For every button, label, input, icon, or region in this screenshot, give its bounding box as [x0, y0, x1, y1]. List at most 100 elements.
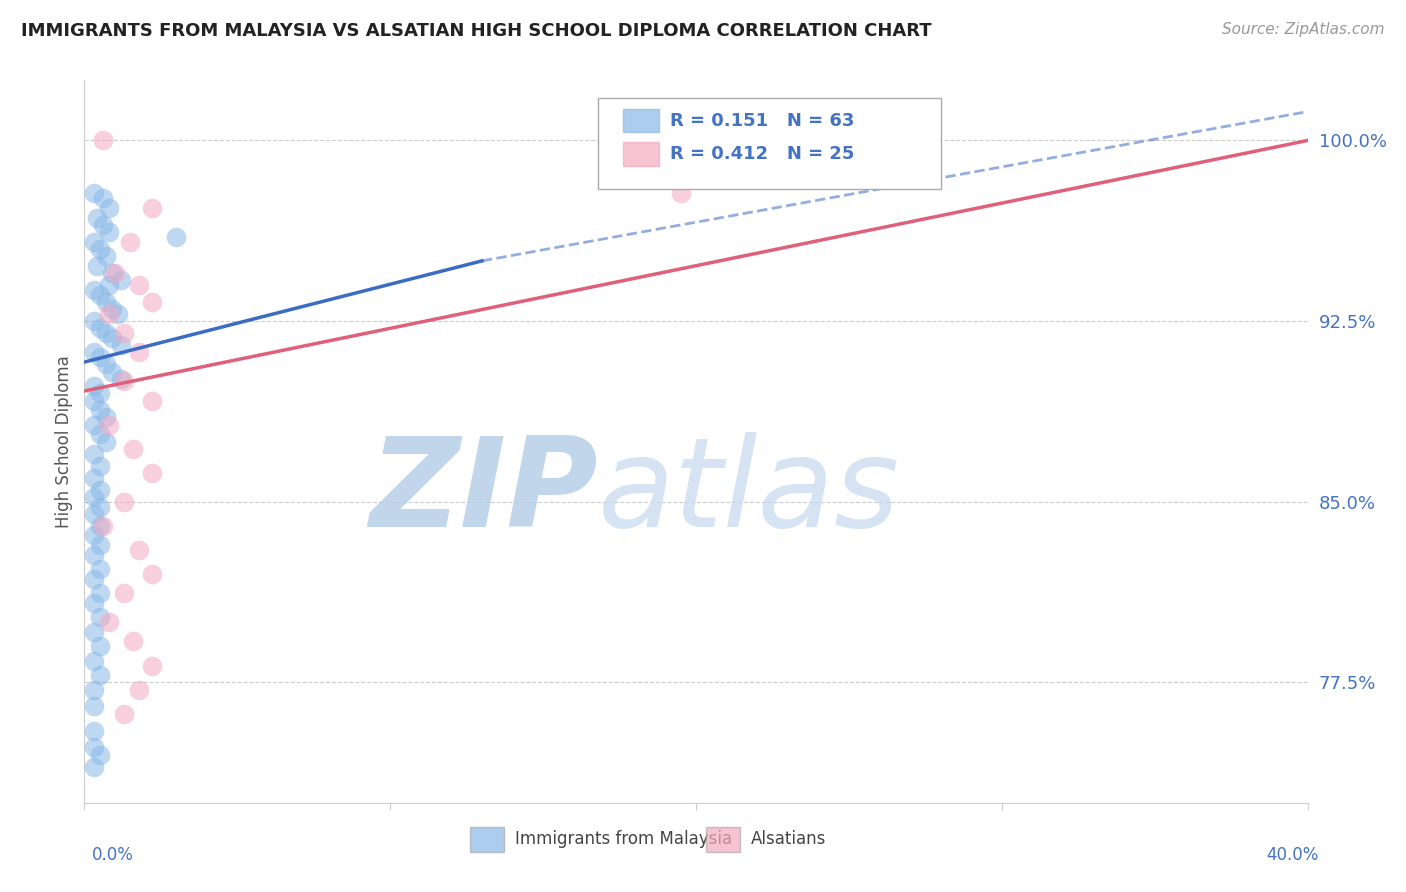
Bar: [470, 827, 503, 852]
Point: [94, 326, 117, 340]
FancyBboxPatch shape: [598, 98, 941, 189]
Point: [112, 586, 135, 600]
Point: [89, 518, 111, 533]
Point: [91, 191, 114, 205]
Point: [128, 682, 150, 697]
Point: [89, 483, 111, 497]
Point: [104, 266, 127, 280]
Point: [83, 596, 105, 610]
Point: [110, 372, 132, 386]
Point: [141, 201, 163, 215]
Point: [101, 331, 124, 345]
Point: [94, 294, 117, 309]
Bar: [706, 827, 740, 852]
Y-axis label: High School Diploma: High School Diploma: [55, 355, 73, 528]
Text: 0.0%: 0.0%: [91, 846, 134, 863]
Point: [128, 278, 150, 293]
Point: [94, 410, 117, 425]
Point: [91, 133, 114, 147]
Point: [83, 379, 105, 393]
Point: [101, 365, 124, 379]
Point: [107, 307, 129, 321]
Point: [83, 759, 105, 773]
Point: [94, 434, 117, 449]
Point: [83, 723, 105, 738]
Point: [101, 301, 124, 316]
Point: [91, 518, 114, 533]
Point: [83, 235, 105, 249]
Bar: [623, 143, 659, 166]
Point: [83, 446, 105, 460]
Point: [669, 186, 692, 201]
Point: [89, 586, 111, 600]
Point: [141, 567, 163, 582]
Point: [94, 358, 117, 372]
Point: [83, 283, 105, 297]
Point: [112, 494, 135, 508]
Point: [89, 668, 111, 682]
Point: [110, 338, 132, 352]
Point: [89, 458, 111, 473]
Point: [128, 345, 150, 359]
Point: [83, 470, 105, 484]
Point: [165, 230, 187, 244]
Point: [120, 235, 142, 249]
Point: [141, 393, 163, 408]
Point: [89, 562, 111, 576]
Point: [89, 242, 111, 256]
Text: Immigrants from Malaysia: Immigrants from Malaysia: [515, 830, 733, 848]
Point: [89, 350, 111, 364]
Text: R = 0.412   N = 25: R = 0.412 N = 25: [671, 145, 855, 163]
Point: [97, 278, 120, 293]
Point: [97, 201, 120, 215]
Text: IMMIGRANTS FROM MALAYSIA VS ALSATIAN HIGH SCHOOL DIPLOMA CORRELATION CHART: IMMIGRANTS FROM MALAYSIA VS ALSATIAN HIG…: [21, 22, 932, 40]
Point: [101, 266, 124, 280]
Text: atlas: atlas: [598, 432, 900, 553]
Point: [128, 542, 150, 557]
Point: [122, 442, 145, 456]
Bar: [623, 109, 659, 132]
Point: [83, 490, 105, 504]
Point: [141, 294, 163, 309]
Point: [89, 610, 111, 624]
Point: [91, 218, 114, 232]
Point: [89, 639, 111, 653]
Point: [83, 682, 105, 697]
Point: [94, 249, 117, 263]
Point: [86, 259, 108, 273]
Point: [112, 374, 135, 388]
Point: [112, 326, 135, 340]
Point: [83, 654, 105, 668]
Point: [97, 225, 120, 239]
Text: Source: ZipAtlas.com: Source: ZipAtlas.com: [1222, 22, 1385, 37]
Point: [122, 634, 145, 648]
Point: [110, 273, 132, 287]
Point: [141, 466, 163, 480]
Point: [89, 538, 111, 552]
Point: [89, 427, 111, 442]
Point: [141, 658, 163, 673]
Point: [83, 572, 105, 586]
Point: [83, 417, 105, 432]
Point: [89, 287, 111, 301]
Point: [83, 345, 105, 359]
Point: [83, 699, 105, 714]
Point: [97, 417, 120, 432]
Point: [83, 528, 105, 542]
Point: [89, 403, 111, 417]
Point: [83, 740, 105, 755]
Text: ZIP: ZIP: [370, 432, 598, 553]
Point: [97, 307, 120, 321]
Point: [89, 747, 111, 762]
Text: R = 0.151   N = 63: R = 0.151 N = 63: [671, 112, 855, 129]
Point: [83, 186, 105, 201]
Point: [97, 615, 120, 629]
Text: 40.0%: 40.0%: [1267, 846, 1319, 863]
Point: [112, 706, 135, 721]
Point: [83, 548, 105, 562]
Point: [83, 314, 105, 328]
Point: [83, 624, 105, 639]
Point: [89, 386, 111, 401]
Point: [86, 211, 108, 225]
Point: [89, 500, 111, 514]
